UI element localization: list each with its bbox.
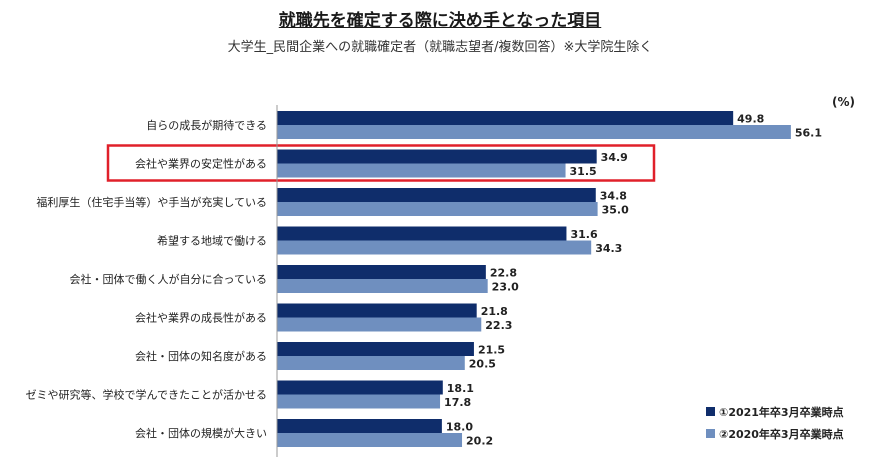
data-label: 17.8 [444, 396, 471, 409]
highlight-box [106, 144, 656, 182]
data-label: 34.9 [601, 151, 628, 164]
chart-subtitle: 大学生_民間企業への就職確定者（就職志望者/複数回答）※大学院生除く [227, 40, 653, 55]
data-label: 23.0 [492, 281, 519, 294]
bar-s1 [277, 265, 486, 279]
data-label: 21.5 [478, 344, 505, 357]
unit-label: (%) [832, 95, 855, 109]
bar-s1 [277, 111, 734, 125]
bar-s1 [277, 149, 597, 164]
category-label: 会社・団体の規模が大きい [135, 426, 267, 440]
data-label: 22.3 [485, 319, 512, 332]
bar-s2 [277, 240, 592, 255]
category-label: 会社・団体で働く人が自分に合っている [70, 272, 267, 286]
data-label: 34.3 [595, 242, 622, 255]
bar-s2 [277, 163, 566, 178]
bar-s1 [277, 303, 477, 318]
data-label: 31.6 [570, 228, 597, 241]
category-label: 福利厚生（住宅手当等）や手当が充実している [36, 195, 267, 209]
legend-swatch [706, 407, 715, 416]
legend-swatch [706, 429, 715, 438]
bar-s2 [277, 433, 463, 447]
category-label: 会社・団体の知名度がある [135, 349, 267, 363]
chart-title: 就職先を確定する際に決め手となった項目 [278, 11, 602, 31]
data-label: 21.8 [481, 305, 508, 318]
category-label: 会社や業界の安定性がある [135, 157, 267, 171]
data-label: 20.5 [469, 358, 496, 371]
bar-s1 [277, 188, 596, 202]
bar-s2 [277, 125, 791, 139]
legend-label: ②2020年卒3月卒業時点 [719, 427, 844, 441]
category-label: 自らの成長が期待できる [146, 118, 267, 132]
bar-s1 [277, 342, 474, 356]
legend-label: ①2021年卒3月卒業時点 [719, 405, 844, 419]
category-label: ゼミや研究等、学校で学んできたことが活かせる [26, 388, 267, 402]
category-label: 希望する地域で働ける [157, 234, 267, 248]
bar-s2 [277, 356, 465, 370]
bar-s1 [277, 380, 443, 395]
data-label: 18.1 [447, 382, 474, 395]
bar-s2 [277, 394, 441, 409]
data-label: 56.1 [795, 127, 822, 140]
data-label: 31.5 [570, 165, 597, 178]
bar-s1 [277, 419, 442, 433]
category-label: 会社や業界の成長性がある [135, 311, 267, 325]
bar-s2 [277, 317, 482, 332]
data-label: 49.8 [737, 113, 764, 126]
bar-s2 [277, 279, 488, 293]
data-label: 35.0 [602, 204, 629, 217]
bar-s1 [277, 226, 567, 241]
data-label: 34.8 [600, 190, 627, 203]
data-label: 22.8 [490, 267, 517, 280]
data-label: 18.0 [446, 421, 473, 434]
data-label: 20.2 [466, 435, 493, 448]
bar-s2 [277, 202, 598, 216]
